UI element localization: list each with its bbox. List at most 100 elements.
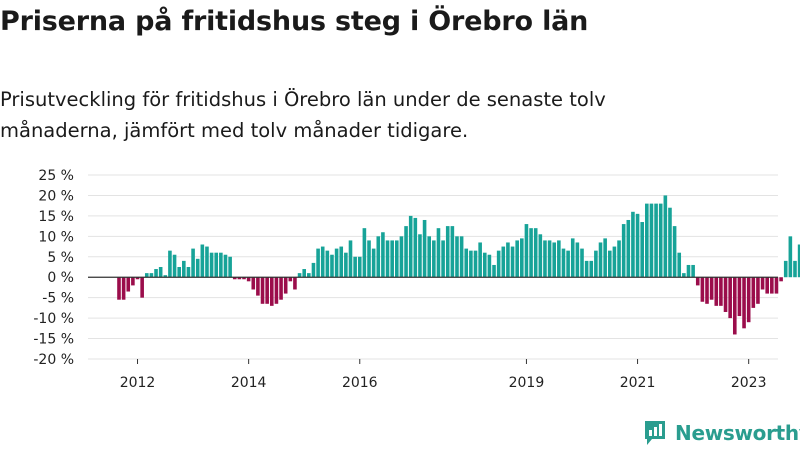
bar [533,228,538,278]
bar [334,248,339,278]
bar [279,277,283,300]
bar [695,277,700,286]
bar [158,267,163,278]
bar [492,264,496,278]
bar [686,264,691,278]
bar [182,260,186,278]
bar [371,248,376,278]
bar [186,267,191,278]
bar [691,264,695,278]
bar [635,213,640,278]
bar [339,246,344,278]
bar [288,277,293,282]
bar [126,277,131,292]
bar [260,277,265,304]
bar [209,252,214,278]
bar [797,244,800,278]
bars-layer [117,195,800,335]
bar [760,277,765,290]
y-tick-label: -15 % [33,332,74,348]
bar [390,240,394,278]
bar [357,256,362,278]
bar [640,222,644,278]
bar [496,250,501,278]
bar [348,240,353,278]
bar [742,277,746,329]
bar [709,277,714,300]
bar-chart: -20 % -15 % -10 % -5 % 0 % 5 % 10 % 15 % 20 % 25 … [33,168,800,391]
bar [737,277,742,317]
bar [783,260,788,278]
bar [779,277,783,282]
bar [714,277,719,306]
bar [307,273,311,278]
bar [506,242,510,278]
y-tick-label: 5 % [47,250,74,266]
bar [362,228,367,278]
bar [399,236,404,278]
bar [418,234,422,278]
bar [144,273,149,278]
bar [566,250,570,278]
bar [353,256,357,278]
bar [320,246,325,278]
bar [668,207,672,278]
bar [700,277,705,302]
bar [575,242,580,278]
bar [246,277,251,282]
newsworthy-brand: Newsworthy [643,419,800,447]
bar [269,277,274,306]
bar [746,277,751,323]
bar [376,236,381,278]
bar [515,240,519,278]
bar [621,224,626,278]
bar [570,238,575,278]
bar [793,260,797,278]
page-title: Priserna på fritidshus steg i Örebro län [0,6,589,37]
y-axis: -20 % -15 % -10 % -5 % 0 % 5 % 10 % 15 % 20 % 25 … [33,168,74,368]
bar [381,232,385,278]
bar [131,277,135,286]
bar [205,246,209,278]
bar [626,219,631,278]
bar [658,203,663,278]
bar [172,254,177,278]
bar [756,277,760,304]
bar [404,226,408,278]
bar [594,250,598,278]
bar [529,228,533,278]
bar [617,240,621,278]
y-tick-label: -5 % [42,291,74,307]
bar [121,277,126,300]
bar [445,226,450,278]
bar [302,269,306,278]
y-tick-label: 25 % [38,168,74,184]
bar [427,236,432,278]
bar [751,277,756,308]
bar [195,258,200,278]
bar [200,244,205,278]
y-tick-label: 10 % [38,229,74,245]
bar [177,267,181,278]
x-axis: 2012201420162019202120232025 [120,359,767,391]
bar [228,256,232,278]
bar [649,203,654,278]
x-tick-label: 2023 [731,375,767,391]
bar [478,242,482,278]
bar [297,273,302,278]
bar [765,277,769,294]
bar [459,236,464,278]
bar [293,277,297,290]
bar [422,219,427,278]
bar [682,273,686,278]
bar [607,250,612,278]
chart-subtitle: Prisutveckling för fritidshus i Örebro l… [0,88,606,142]
bar [770,277,774,294]
bar [140,277,144,298]
x-tick-label: 2016 [342,375,378,391]
bar [191,248,195,278]
x-tick-label: 2019 [509,375,545,391]
bar [705,277,709,304]
bar [482,252,487,278]
bar [728,277,732,319]
